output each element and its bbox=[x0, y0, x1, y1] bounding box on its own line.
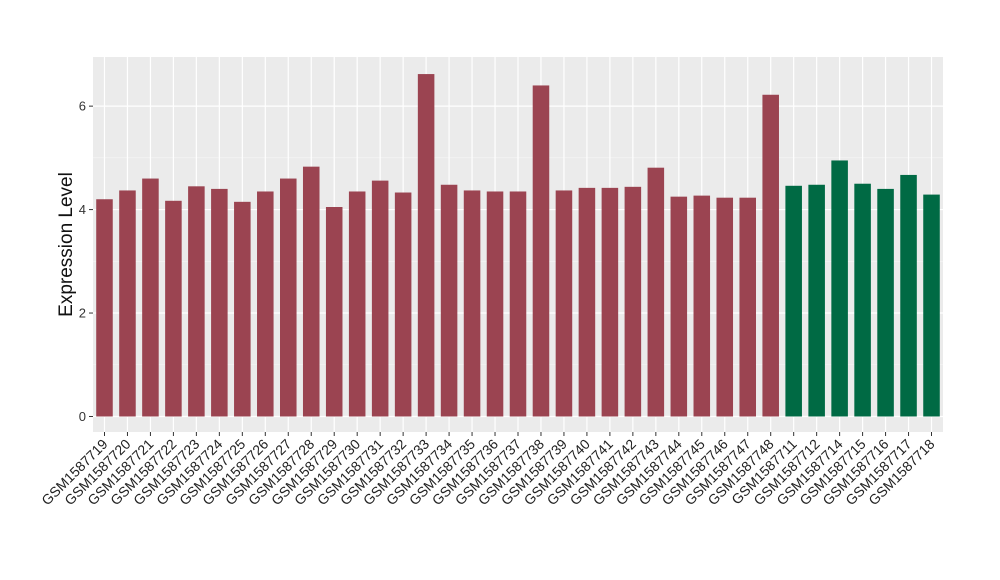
bar-GSM1587743 bbox=[647, 167, 665, 417]
bar-GSM1587747 bbox=[739, 197, 756, 417]
bar-GSM1587739 bbox=[555, 190, 573, 417]
y-tick-label: 4 bbox=[79, 202, 86, 217]
bar-GSM1587724 bbox=[211, 188, 228, 417]
bar-GSM1587722 bbox=[165, 200, 182, 417]
bar-GSM1587735 bbox=[463, 190, 481, 417]
bar-GSM1587734 bbox=[440, 184, 458, 417]
bar-GSM1587741 bbox=[601, 187, 619, 417]
bar-GSM1587733 bbox=[417, 74, 435, 417]
bar-GSM1587729 bbox=[325, 207, 343, 417]
bar-GSM1587714 bbox=[831, 160, 848, 417]
bar-GSM1587721 bbox=[142, 178, 159, 417]
bar-GSM1587730 bbox=[348, 191, 366, 417]
bar-GSM1587715 bbox=[854, 183, 871, 417]
bar-GSM1587731 bbox=[371, 180, 389, 417]
bar-GSM1587737 bbox=[509, 191, 527, 417]
bar-GSM1587732 bbox=[394, 192, 412, 417]
bar-GSM1587712 bbox=[808, 184, 825, 417]
bar-GSM1587748 bbox=[762, 94, 779, 417]
bar-GSM1587718 bbox=[923, 194, 940, 417]
y-tick-label: 2 bbox=[79, 306, 86, 321]
bar-GSM1587711 bbox=[785, 185, 802, 417]
bar-GSM1587716 bbox=[877, 188, 894, 417]
y-axis: 0 2 4 6 bbox=[79, 99, 93, 424]
y-tick-label: 6 bbox=[79, 99, 86, 114]
y-axis-title: Expression Level bbox=[56, 172, 77, 317]
bar-GSM1587745 bbox=[693, 195, 711, 417]
bar-GSM1587719 bbox=[96, 199, 113, 417]
bar-GSM1587738 bbox=[532, 85, 550, 417]
bar-GSM1587720 bbox=[119, 190, 136, 417]
bar-GSM1587728 bbox=[302, 166, 320, 417]
bar-GSM1587740 bbox=[578, 187, 596, 417]
bar-GSM1587725 bbox=[234, 201, 251, 417]
bar-GSM1587727 bbox=[280, 178, 297, 417]
bar-GSM1587726 bbox=[257, 191, 274, 417]
bar-GSM1587742 bbox=[624, 186, 642, 417]
bar-GSM1587717 bbox=[900, 174, 917, 417]
bars bbox=[96, 74, 940, 417]
bar-GSM1587746 bbox=[716, 197, 734, 417]
y-tick-label: 0 bbox=[79, 409, 86, 424]
x-axis: GSM1587719GSM1587720GSM1587721GSM1587722… bbox=[38, 432, 938, 508]
bar-GSM1587736 bbox=[486, 191, 504, 417]
bar-GSM1587723 bbox=[188, 186, 205, 417]
bar-GSM1587744 bbox=[670, 196, 688, 417]
